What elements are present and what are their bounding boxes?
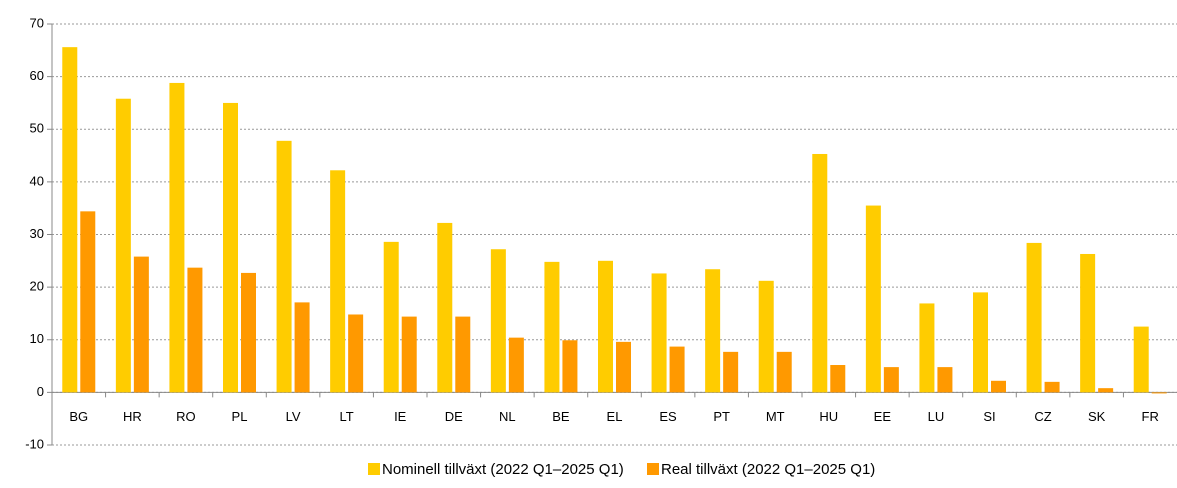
x-tick-label: BE [552, 409, 570, 424]
legend-label: Nominell tillväxt (2022 Q1–2025 Q1) [382, 461, 624, 478]
bar [651, 273, 667, 393]
x-tick-label: LU [928, 409, 945, 424]
bar [865, 205, 881, 393]
y-tick-label: 30 [30, 226, 44, 241]
x-tick-label: FR [1142, 409, 1159, 424]
x-tick-label: SK [1088, 409, 1106, 424]
y-tick-label: 70 [30, 15, 44, 30]
bar [723, 351, 739, 393]
x-tick-label: HR [123, 409, 142, 424]
y-tick-label: 40 [30, 173, 44, 188]
bar [973, 292, 988, 393]
bar [187, 267, 203, 393]
y-tick-label: 50 [30, 121, 44, 136]
bar [1044, 381, 1060, 393]
x-tick-label: EE [874, 409, 892, 424]
legend-label: Real tillväxt (2022 Q1–2025 Q1) [661, 461, 875, 478]
y-tick-label: 60 [30, 68, 44, 83]
bar [544, 261, 560, 393]
bar [401, 316, 417, 393]
bar [562, 340, 578, 393]
bar [1080, 253, 1096, 393]
y-tick-label: 10 [30, 331, 44, 346]
x-tick-label: DE [445, 409, 463, 424]
x-tick-label: BG [69, 409, 88, 424]
x-tick-label: SI [983, 409, 995, 424]
x-tick-label: PL [232, 409, 248, 424]
bar [241, 272, 256, 393]
bar [294, 302, 310, 393]
x-tick-label: PT [713, 409, 730, 424]
x-tick-label: EL [607, 409, 623, 424]
bar [830, 365, 846, 393]
x-tick-label: LT [340, 409, 354, 424]
bar [1133, 326, 1149, 393]
bar [383, 241, 399, 393]
bar [937, 367, 953, 393]
bar [919, 303, 935, 393]
bar [883, 367, 899, 393]
legend-swatch [368, 463, 380, 475]
bar [758, 280, 774, 393]
bar [598, 260, 613, 393]
bar [133, 256, 149, 393]
bar [705, 269, 721, 393]
y-tick-label: 0 [37, 384, 44, 399]
bar [62, 47, 78, 393]
x-tick-label: MT [766, 409, 785, 424]
x-tick-label: RO [176, 409, 196, 424]
bar [1151, 392, 1167, 394]
x-tick-label: CZ [1034, 409, 1051, 424]
bar [455, 316, 471, 393]
x-tick-label: IE [394, 409, 407, 424]
bar [330, 170, 346, 393]
bar [169, 82, 185, 393]
bar [1026, 242, 1042, 393]
bar [80, 211, 96, 393]
x-tick-label: ES [659, 409, 677, 424]
bar [276, 140, 292, 393]
x-tick-label: LV [286, 409, 301, 424]
x-tick-label: NL [499, 409, 516, 424]
legend-swatch [647, 463, 659, 475]
bar [508, 337, 524, 393]
bar [616, 341, 631, 393]
bar [812, 153, 828, 393]
bar [115, 98, 131, 393]
bar [437, 222, 453, 393]
x-tick-label: HU [819, 409, 838, 424]
bar [991, 380, 1006, 393]
bar [490, 249, 506, 393]
bar [348, 314, 364, 393]
bar [223, 102, 238, 393]
bar [776, 351, 792, 393]
bar [669, 346, 685, 393]
y-tick-label: -10 [25, 436, 44, 451]
bar [1098, 388, 1114, 393]
y-tick-label: 20 [30, 279, 44, 294]
